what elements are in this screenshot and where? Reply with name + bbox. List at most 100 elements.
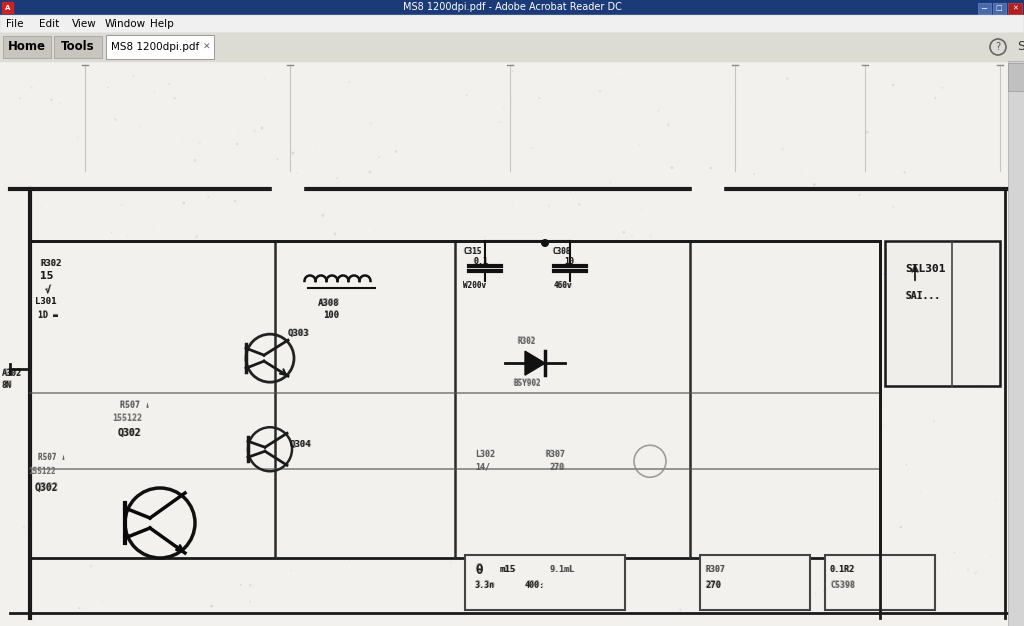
Circle shape xyxy=(883,274,885,275)
Circle shape xyxy=(564,462,565,464)
Circle shape xyxy=(703,600,705,601)
Circle shape xyxy=(54,493,56,495)
Text: R302: R302 xyxy=(517,336,536,346)
Text: SAI...: SAI... xyxy=(905,291,940,301)
Circle shape xyxy=(667,123,670,126)
Text: SIL301: SIL301 xyxy=(905,264,945,274)
Circle shape xyxy=(857,315,858,316)
Circle shape xyxy=(87,603,89,604)
Text: Q304: Q304 xyxy=(291,439,312,449)
Text: L302: L302 xyxy=(475,449,496,458)
Circle shape xyxy=(736,461,738,463)
Circle shape xyxy=(671,167,673,169)
Circle shape xyxy=(182,138,183,139)
Circle shape xyxy=(698,387,701,389)
Circle shape xyxy=(249,601,251,603)
Text: L301: L301 xyxy=(35,297,56,307)
Circle shape xyxy=(902,573,904,575)
Circle shape xyxy=(955,326,956,327)
Text: Q304: Q304 xyxy=(290,439,311,449)
Text: 155122: 155122 xyxy=(28,467,55,476)
Circle shape xyxy=(813,183,816,186)
Text: 0.1R2: 0.1R2 xyxy=(829,565,855,574)
Circle shape xyxy=(377,463,379,464)
Text: A308: A308 xyxy=(317,298,339,307)
Circle shape xyxy=(48,521,49,522)
Circle shape xyxy=(645,519,647,520)
Circle shape xyxy=(253,346,256,349)
Text: 0.1R2: 0.1R2 xyxy=(830,565,855,574)
Circle shape xyxy=(44,539,46,541)
Circle shape xyxy=(802,172,803,173)
Circle shape xyxy=(732,297,735,299)
Circle shape xyxy=(872,399,874,401)
Circle shape xyxy=(555,411,557,413)
Circle shape xyxy=(615,421,617,423)
Circle shape xyxy=(552,545,553,546)
Text: Q302: Q302 xyxy=(118,428,141,438)
Bar xyxy=(272,186,288,192)
Circle shape xyxy=(241,122,242,123)
Circle shape xyxy=(336,301,338,304)
Circle shape xyxy=(754,173,755,175)
Circle shape xyxy=(935,97,936,99)
Circle shape xyxy=(395,150,397,153)
Circle shape xyxy=(994,499,996,501)
Text: SAI...: SAI... xyxy=(905,291,941,301)
Circle shape xyxy=(710,167,713,170)
Circle shape xyxy=(302,478,304,481)
Circle shape xyxy=(606,577,607,578)
Text: W200v: W200v xyxy=(463,282,486,290)
Circle shape xyxy=(50,485,51,486)
Text: C315: C315 xyxy=(464,247,482,256)
Text: SIL301: SIL301 xyxy=(905,264,946,274)
Circle shape xyxy=(368,318,369,319)
Circle shape xyxy=(371,427,373,428)
Circle shape xyxy=(208,296,210,297)
Text: Q303: Q303 xyxy=(288,329,309,337)
Text: m15: m15 xyxy=(501,565,516,574)
Circle shape xyxy=(978,389,979,391)
Text: R302: R302 xyxy=(40,260,61,269)
Circle shape xyxy=(403,466,404,468)
Bar xyxy=(1008,61,1024,626)
Circle shape xyxy=(719,590,721,593)
Circle shape xyxy=(512,70,513,72)
Circle shape xyxy=(557,280,560,283)
Circle shape xyxy=(399,404,400,405)
Circle shape xyxy=(121,204,123,206)
Circle shape xyxy=(65,409,68,413)
Text: √: √ xyxy=(45,284,51,294)
Text: R507 ↓: R507 ↓ xyxy=(120,401,150,409)
Circle shape xyxy=(227,521,230,523)
Text: 14/: 14/ xyxy=(475,463,489,471)
Text: 100: 100 xyxy=(324,310,340,319)
Text: R302: R302 xyxy=(40,259,61,269)
Circle shape xyxy=(475,573,477,576)
Circle shape xyxy=(762,609,764,612)
Circle shape xyxy=(896,365,897,366)
Circle shape xyxy=(260,126,263,130)
Text: 3.3n: 3.3n xyxy=(475,580,495,589)
Circle shape xyxy=(531,357,532,358)
Circle shape xyxy=(968,332,970,333)
Text: ✕: ✕ xyxy=(203,43,211,51)
Circle shape xyxy=(621,316,622,317)
Bar xyxy=(465,555,625,610)
Text: View: View xyxy=(72,19,96,29)
Circle shape xyxy=(154,91,155,93)
Circle shape xyxy=(976,571,978,572)
Circle shape xyxy=(649,234,651,237)
Circle shape xyxy=(729,100,731,102)
Circle shape xyxy=(809,455,812,458)
Circle shape xyxy=(855,533,856,535)
Text: R302: R302 xyxy=(517,337,536,346)
Circle shape xyxy=(528,590,531,592)
Circle shape xyxy=(72,334,73,335)
Circle shape xyxy=(322,214,325,217)
Circle shape xyxy=(126,236,128,238)
Circle shape xyxy=(579,203,581,205)
Text: 8N: 8N xyxy=(2,381,12,389)
Circle shape xyxy=(212,313,214,315)
Circle shape xyxy=(263,78,265,79)
